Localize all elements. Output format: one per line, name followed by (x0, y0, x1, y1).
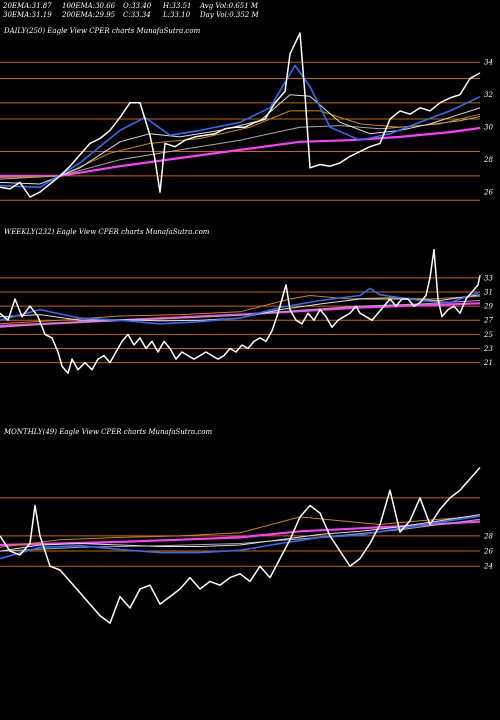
header-row-1: 20EMA:31.87 (3, 2, 52, 10)
daily-200ema-line (0, 126, 481, 177)
weekly-ytick-label: 33 (484, 274, 493, 282)
header-row-1c: O:33.40 (123, 2, 151, 10)
close-value: 33.34 (130, 11, 151, 19)
header-row-1d: H:33.51 (163, 2, 192, 10)
weekly-100ema-line (0, 300, 481, 328)
weekly-ytick-label: 25 (483, 331, 493, 339)
monthly-ytick-label: 26 (483, 548, 493, 556)
daily-20ema-line (0, 64, 481, 189)
header-row-2: 30EMA:31.19 (3, 11, 52, 19)
monthly-panel: MONTHLY(49) Eagle View CPER charts Munaf… (0, 428, 493, 624)
monthly-ytick-label: 24 (483, 563, 493, 571)
ema200-label: 200EMA: (62, 11, 96, 19)
weekly-ytick-label: 29 (483, 303, 493, 311)
daily-price-line (0, 32, 481, 198)
avg-vol-value: 0.651 M (228, 2, 259, 10)
weekly-price-line (0, 248, 481, 374)
header-row-1b: 100EMA:30.66 (62, 2, 115, 10)
ema20-value: 31.87 (31, 2, 52, 10)
monthly-200ema-line (0, 520, 481, 547)
close-label: C: (123, 11, 131, 19)
daily-ytick-label: 30 (484, 124, 493, 132)
monthly-30ema-line (0, 514, 481, 552)
header-row-2c: C:33.34 (123, 11, 151, 19)
daily-ytick-label: 32 (484, 91, 493, 99)
ema20-label: 20EMA: (3, 2, 32, 10)
ema100-label: 100EMA: (62, 2, 96, 10)
header-row-2b: 200EMA:29.95 (62, 11, 115, 19)
ema200-value: 29.95 (95, 11, 116, 19)
daily-30ema-line (0, 94, 481, 185)
low-label: L: (163, 11, 171, 19)
ema30-label: 30EMA: (3, 11, 32, 19)
ema100-value: 30.66 (95, 2, 116, 10)
open-value: 33.40 (131, 2, 152, 10)
weekly-panel: WEEKLY(232) Eagle View CPER charts Munaf… (0, 228, 493, 374)
high-value: 33.51 (171, 2, 192, 10)
daily-ytick-label: 26 (483, 189, 493, 197)
day-vol-value: 0.352 M (229, 11, 259, 19)
avg-vol-label: Avg Vol: (200, 2, 229, 10)
weekly-ytick-label: 23 (483, 345, 493, 353)
day-vol-label: Day Vol: (200, 11, 230, 19)
daily-ytick-label: 34 (484, 59, 493, 67)
high-label: H: (163, 2, 172, 10)
monthly-title: MONTHLY(49) Eagle View CPER charts Munaf… (3, 428, 212, 436)
monthly-ytick-label: 28 (483, 532, 493, 540)
ema30-value: 31.19 (31, 11, 52, 19)
monthly-20ema-line (0, 515, 481, 560)
open-label: O: (123, 2, 132, 10)
weekly-title: WEEKLY(232) Eagle View CPER charts Munaf… (4, 228, 210, 236)
daily-ytick-label: 28 (483, 156, 493, 164)
daily-title: DAILY(250) Eagle View CPER charts Munafa… (3, 27, 201, 35)
low-value: 33.10 (170, 11, 191, 19)
daily-panel: DAILY(250) Eagle View CPER charts Munafa… (0, 27, 493, 201)
header-row-1e: Avg Vol:0.651 M (200, 2, 258, 10)
weekly-ytick-label: 27 (483, 317, 493, 325)
monthly-price-line (0, 467, 481, 624)
header-row-2e: Day Vol:0.352 M (200, 11, 259, 19)
weekly-ytick-label: 21 (483, 359, 493, 367)
header-row-2d: L:33.10 (163, 11, 190, 19)
weekly-ytick-label: 31 (484, 288, 493, 296)
